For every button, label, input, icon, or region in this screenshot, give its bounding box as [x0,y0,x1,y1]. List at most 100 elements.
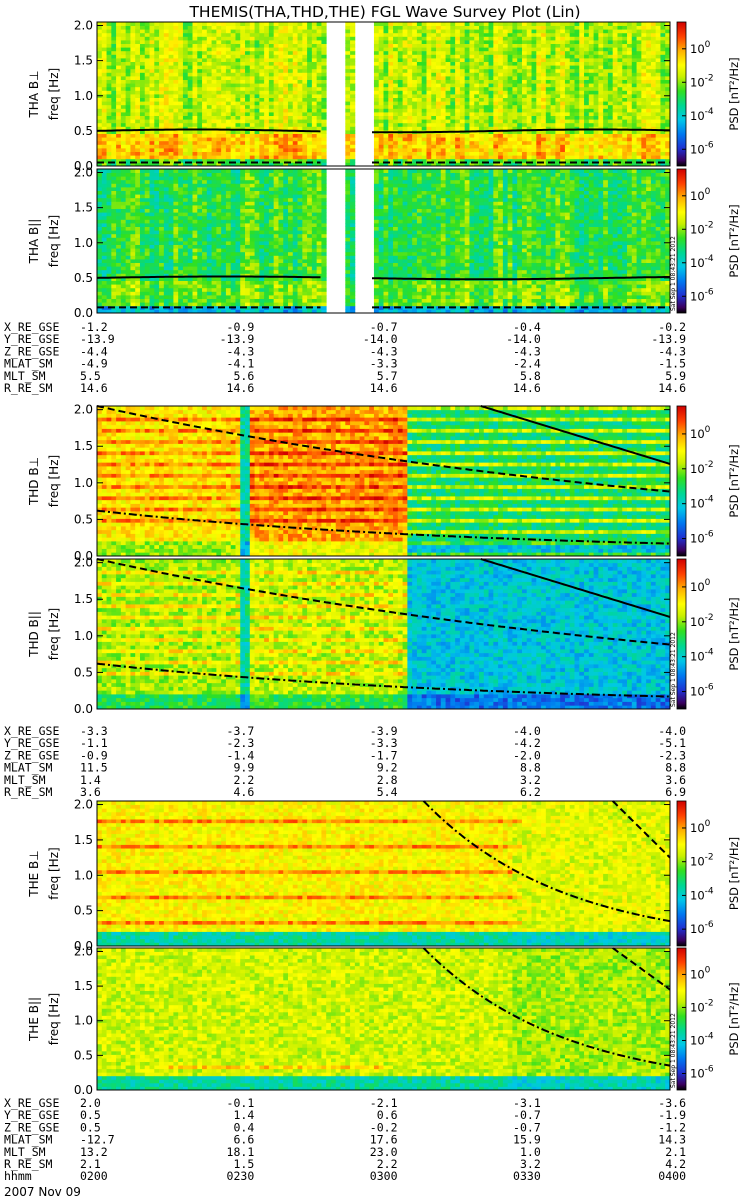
heatmap-cell [416,40,423,44]
heatmap-cell [531,83,537,88]
heatmap-cell [144,241,150,245]
heatmap-cell [254,68,260,73]
heatmap-cell [311,22,318,26]
heatmap-cell [216,115,222,120]
heatmap-cell [502,79,509,84]
heatmap-cell [650,36,657,41]
heatmap-cell [650,40,657,44]
heatmap-cell [187,94,193,98]
heatmap-cell [450,54,456,59]
heatmap-cell [445,101,451,106]
heatmap-cell [560,61,566,66]
heatmap-cell [101,112,107,116]
heatmap-cell [197,122,203,127]
heatmap-cell [168,97,174,102]
heatmap-cell [135,140,141,145]
heatmap-cell [273,68,279,73]
heatmap-cell [278,119,284,124]
heatmap-cell [383,144,389,149]
heatmap-cell [593,151,599,156]
heatmap-cell [421,119,427,124]
heatmap-cell [97,172,103,177]
heatmap-cell [139,79,146,84]
heatmap-cell [488,133,494,138]
heatmap-cell [211,137,217,142]
heatmap-cell [607,50,614,55]
heatmap-cell [388,162,394,167]
heatmap-cell [555,76,561,80]
heatmap-cell [383,79,389,84]
heatmap-cell [617,144,623,149]
heatmap-cell [388,94,394,98]
heatmap-cell [636,148,642,152]
heatmap-cell [650,76,657,80]
heatmap-cell [116,25,122,30]
heatmap-cell [459,140,466,145]
heatmap-cell [569,76,575,80]
heatmap-cell [321,58,327,62]
heatmap-cell [345,137,351,142]
heatmap-cell [436,126,442,131]
heatmap-cell [584,115,590,120]
heatmap-cell [302,162,308,167]
heatmap-cell [421,155,427,160]
heatmap-cell [493,94,499,98]
heatmap-cell [526,22,532,26]
heatmap-cell [139,40,146,44]
heatmap-cell [459,79,466,84]
heatmap-cell [240,90,246,95]
heatmap-cell [627,97,633,102]
heatmap-cell [569,50,575,55]
heatmap-cell [154,94,160,98]
heatmap-cell [268,119,275,124]
heatmap-cell [612,158,618,163]
heatmap-cell [111,226,117,231]
heatmap-cell [230,22,236,26]
heatmap-cell [555,68,561,73]
heatmap-cell [101,144,107,149]
heatmap-cell [545,83,552,88]
heatmap-cell [144,190,150,195]
heatmap-cell [631,83,637,88]
heatmap-cell [240,61,246,66]
heatmap-cell [120,104,127,109]
heatmap-cell [106,94,112,98]
heatmap-cell [283,43,289,48]
heatmap-cell [569,126,575,131]
heatmap-cell [512,133,518,138]
heatmap-cell [593,50,599,55]
heatmap-cell [450,112,456,116]
heatmap-cell [469,137,475,142]
heatmap-cell [154,58,160,62]
heatmap-cell [545,58,552,62]
heatmap-cell [192,115,198,120]
heatmap-cell [135,47,141,52]
heatmap-cell [660,140,666,145]
heatmap-cell [378,83,384,88]
heatmap-cell [264,65,270,70]
heatmap-cell [493,79,499,84]
heatmap-cell [120,79,127,84]
heatmap-cell [469,112,475,116]
heatmap-cell [469,43,475,48]
heatmap-cell [502,158,509,163]
heatmap-cell [627,40,633,44]
heatmap-cell [622,61,628,66]
heatmap-cell [216,79,222,84]
heatmap-cell [182,83,189,88]
heatmap-cell [469,61,475,66]
heatmap-cell [316,108,322,113]
heatmap-cell [584,40,590,44]
heatmap-cell [97,148,103,152]
heatmap-cell [163,137,170,142]
heatmap-cell [407,140,413,145]
heatmap-cell [106,212,112,217]
heatmap-cell [292,137,298,142]
colorbar-tick-label: 100 [690,40,711,56]
heatmap-cell [627,68,633,73]
heatmap-cell [469,54,475,59]
heatmap-cell [574,58,580,62]
heatmap-cell [97,280,103,285]
heatmap-cell [116,97,122,102]
heatmap-cell [225,36,232,41]
